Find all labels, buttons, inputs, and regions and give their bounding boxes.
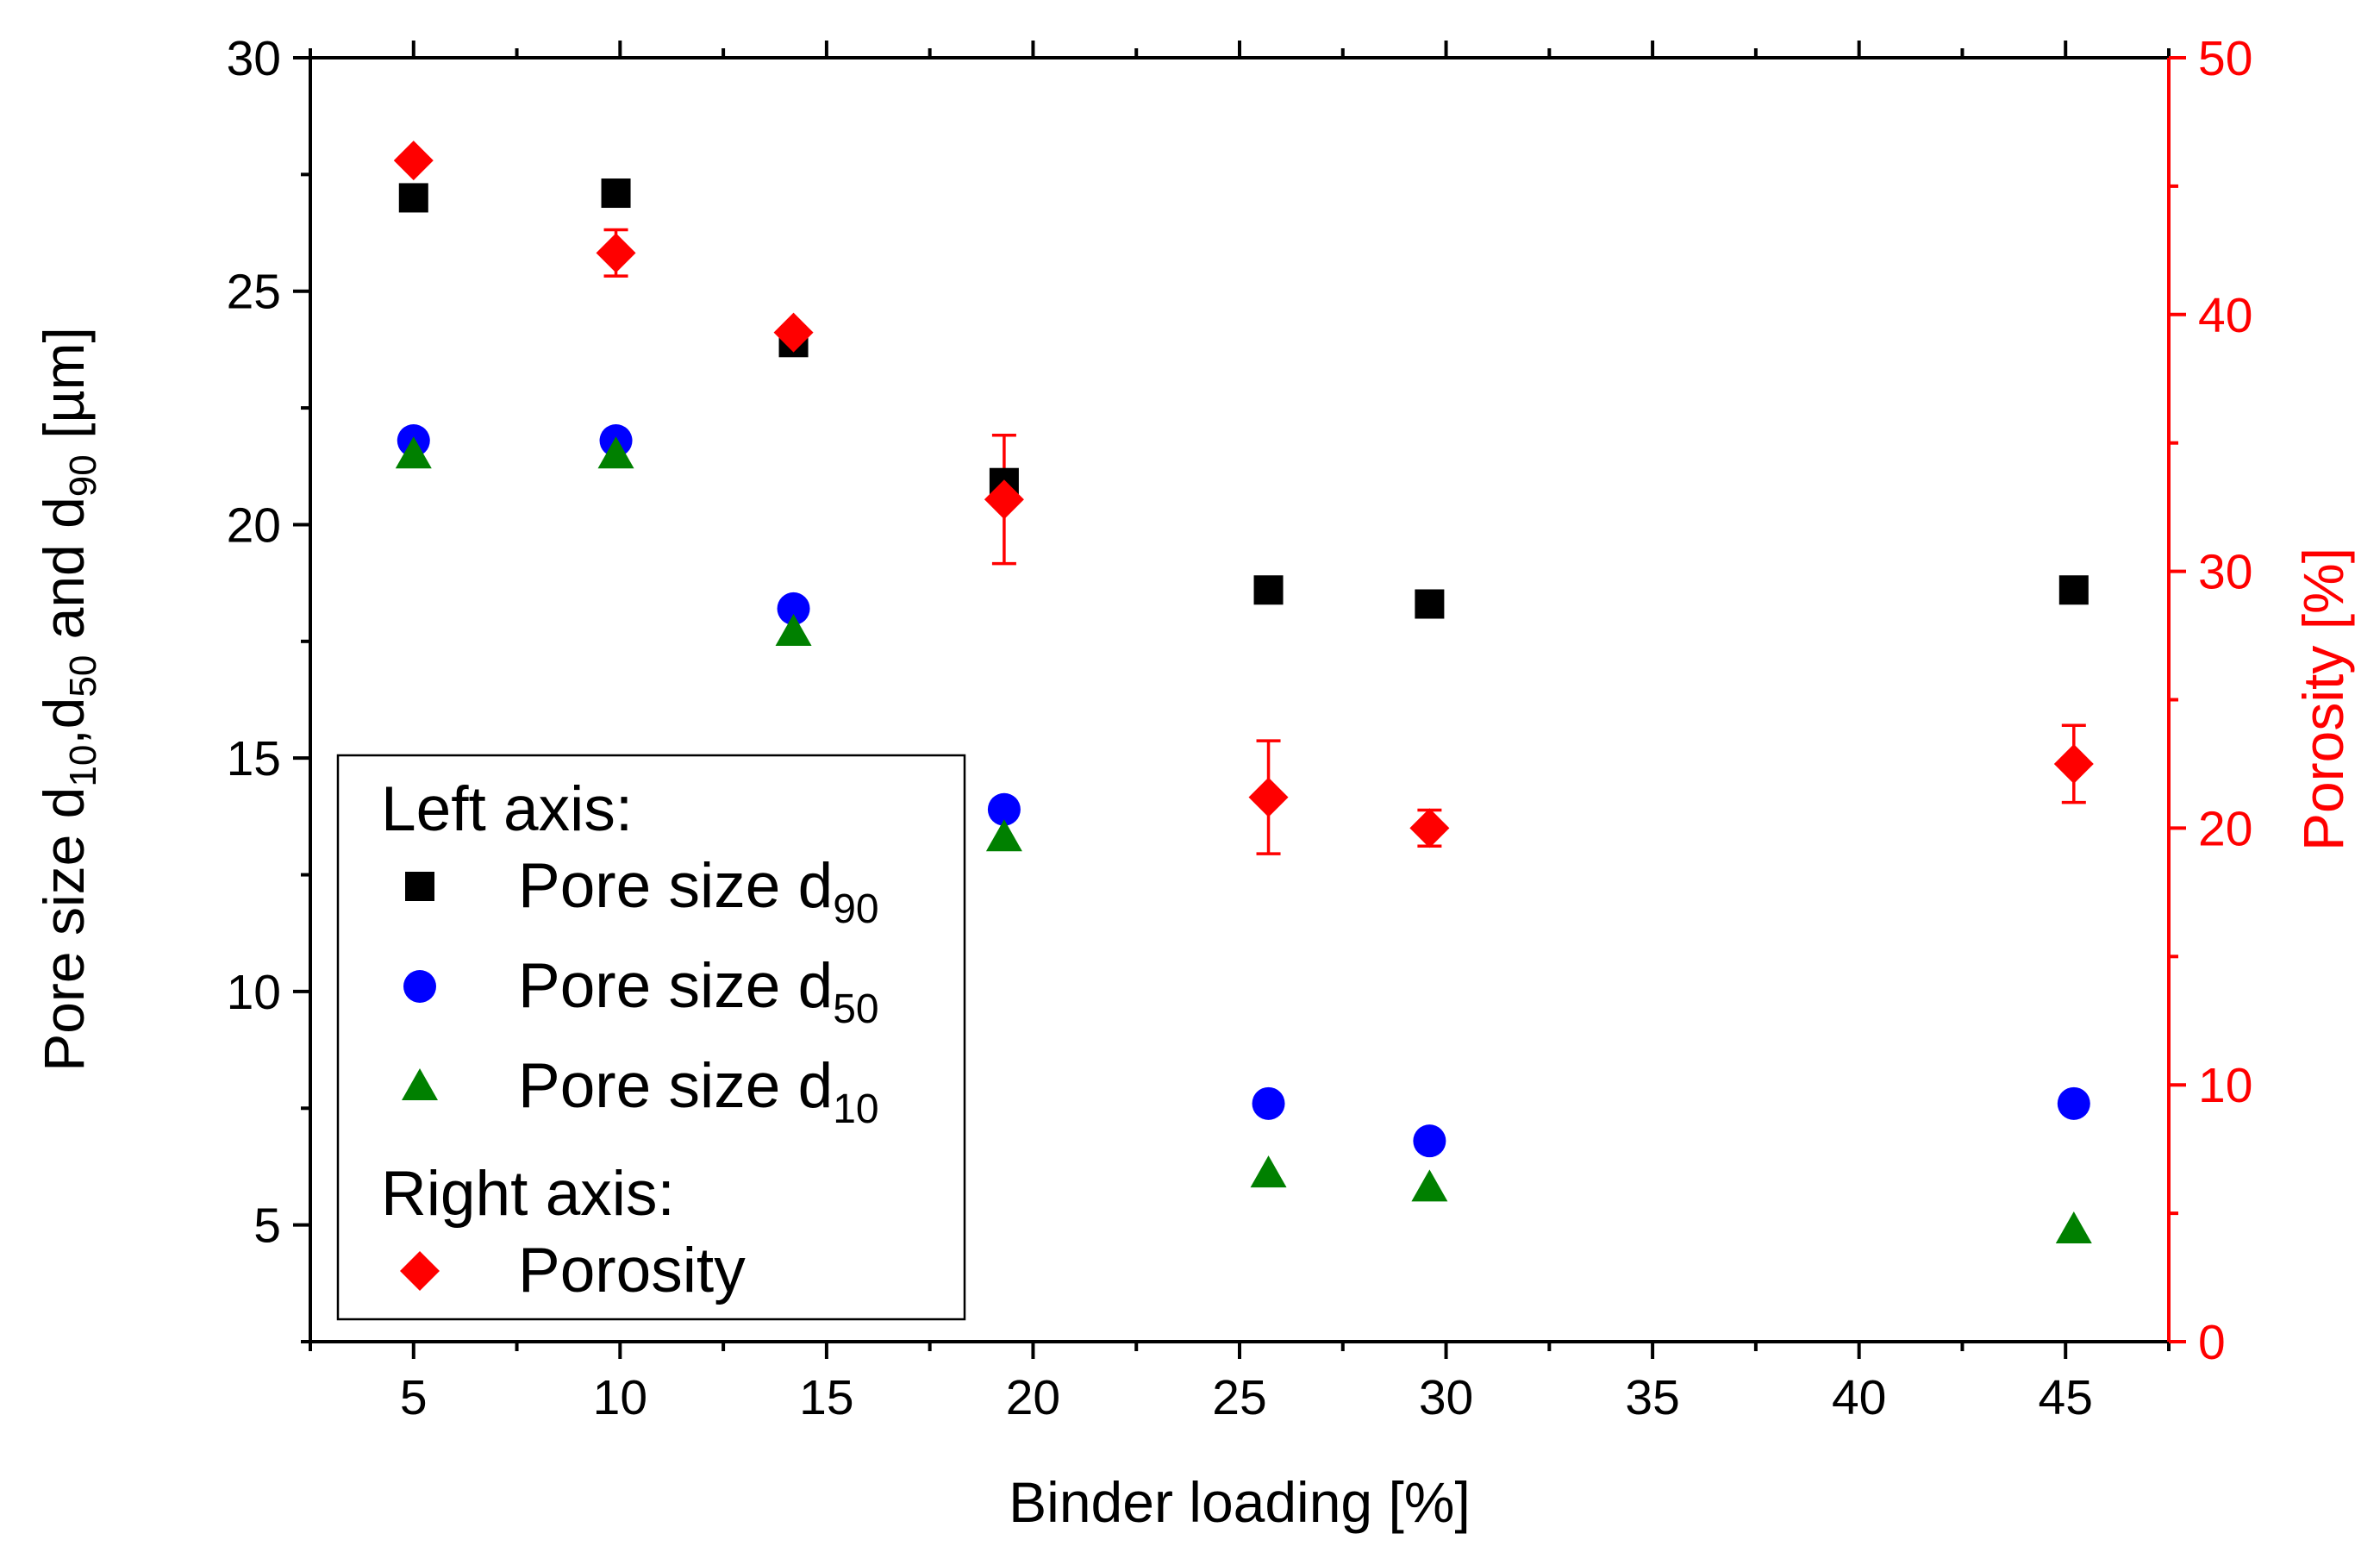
x-tick-label: 20	[1006, 1370, 1060, 1425]
right-ticks-group: 0 10 20 30 40 50	[2169, 31, 2252, 1370]
legend-marker	[400, 1251, 440, 1291]
point-pore-size-d50	[2057, 1086, 2090, 1120]
right-tick-label: 10	[2198, 1058, 2252, 1113]
right-tick-label: 20	[2198, 801, 2252, 856]
point-pore-size-d50	[1252, 1086, 1285, 1120]
right-tick-label: 0	[2198, 1315, 2226, 1370]
point-pore-size-d90	[1253, 575, 1284, 605]
point-pore-size-d90	[398, 183, 428, 213]
legend-label-main: Pore size d	[518, 1051, 833, 1121]
point-pore-size-d10	[597, 436, 634, 469]
left-axis-title-sub: 10	[62, 745, 104, 787]
data-points-group	[393, 141, 2094, 1244]
right-tick-label: 50	[2198, 31, 2252, 86]
left-axis-title-sub: 50	[62, 655, 104, 698]
point-pore-size-d50	[987, 792, 1021, 826]
left-axis-title-part: [µm]	[32, 327, 96, 454]
point-porosity	[1409, 808, 1450, 848]
right-axis-title: Porosity [%]	[2291, 548, 2355, 851]
point-pore-size-d50	[1413, 1124, 1446, 1158]
point-pore-size-d10	[775, 613, 812, 646]
left-axis-title-sub: 90	[62, 454, 104, 497]
left-tick-label: 10	[227, 965, 281, 1020]
legend-label-main: Pore size d	[518, 851, 833, 921]
point-pore-size-d90	[2058, 575, 2089, 605]
left-tick-label: 20	[227, 498, 281, 553]
point-porosity	[2053, 743, 2094, 784]
x-axis-title: Binder loading [%]	[1009, 1470, 1471, 1534]
point-pore-size-d10	[395, 436, 432, 469]
point-porosity	[773, 312, 814, 353]
right-tick-label: 30	[2198, 545, 2252, 600]
left-axis-title: Pore size d10,d50 and d90 [µm]	[32, 327, 104, 1072]
legend-label-main: Porosity	[518, 1236, 746, 1305]
left-tick-label: 15	[227, 731, 281, 786]
point-porosity	[1248, 777, 1289, 817]
point-porosity	[393, 141, 434, 181]
legend-marker	[403, 970, 436, 1003]
left-tick-label: 30	[227, 31, 281, 86]
legend-right-heading: Right axis:	[381, 1159, 675, 1229]
right-tick-label: 40	[2198, 288, 2252, 343]
legend-left-heading: Left axis:	[381, 774, 633, 844]
x-tick-label: 5	[400, 1370, 428, 1425]
legend-label: Pore size d50	[518, 951, 879, 1032]
x-tick-label: 15	[799, 1370, 853, 1425]
x-tick-label: 25	[1212, 1370, 1266, 1425]
point-pore-size-d50	[777, 592, 810, 625]
x-tick-label: 10	[593, 1370, 647, 1425]
left-ticks-group: 5 10 15 20 25 30	[227, 31, 310, 1343]
left-axis-title-part: Pore size d	[32, 787, 96, 1072]
x-tick-label: 35	[1625, 1370, 1679, 1425]
left-tick-label: 25	[227, 265, 281, 320]
legend-box	[336, 754, 966, 1321]
left-tick-label: 5	[253, 1199, 281, 1254]
x-tick-label: 45	[2039, 1370, 2093, 1425]
point-pore-size-d10	[1411, 1169, 1448, 1202]
point-porosity	[984, 479, 1024, 520]
left-axis-title-part: ,d	[32, 698, 96, 745]
legend-label: Pore size d90	[518, 851, 879, 932]
x-tick-label: 30	[1419, 1370, 1473, 1425]
left-axis-title-part: and d	[32, 497, 96, 655]
legend-label-sub: 10	[833, 1086, 878, 1132]
x-tick-label: 40	[1832, 1370, 1886, 1425]
point-pore-size-d10	[2055, 1211, 2092, 1244]
x-ticks-group: 5 10 15 20 25 30 35 40 45	[309, 41, 2171, 1425]
point-pore-size-d10	[1250, 1155, 1287, 1188]
legend-label-main: Pore size d	[518, 951, 833, 1021]
legend-label: Porosity	[518, 1236, 746, 1305]
legend-marker	[405, 872, 434, 901]
legend-marker	[402, 1068, 438, 1100]
point-pore-size-d10	[985, 819, 1022, 852]
legend-label-sub: 90	[833, 886, 878, 932]
legend-label: Pore size d10	[518, 1051, 879, 1132]
point-pore-size-d90	[1415, 589, 1445, 619]
point-porosity	[596, 233, 636, 273]
legend-label-sub: 50	[833, 986, 878, 1032]
point-pore-size-d90	[601, 178, 631, 209]
